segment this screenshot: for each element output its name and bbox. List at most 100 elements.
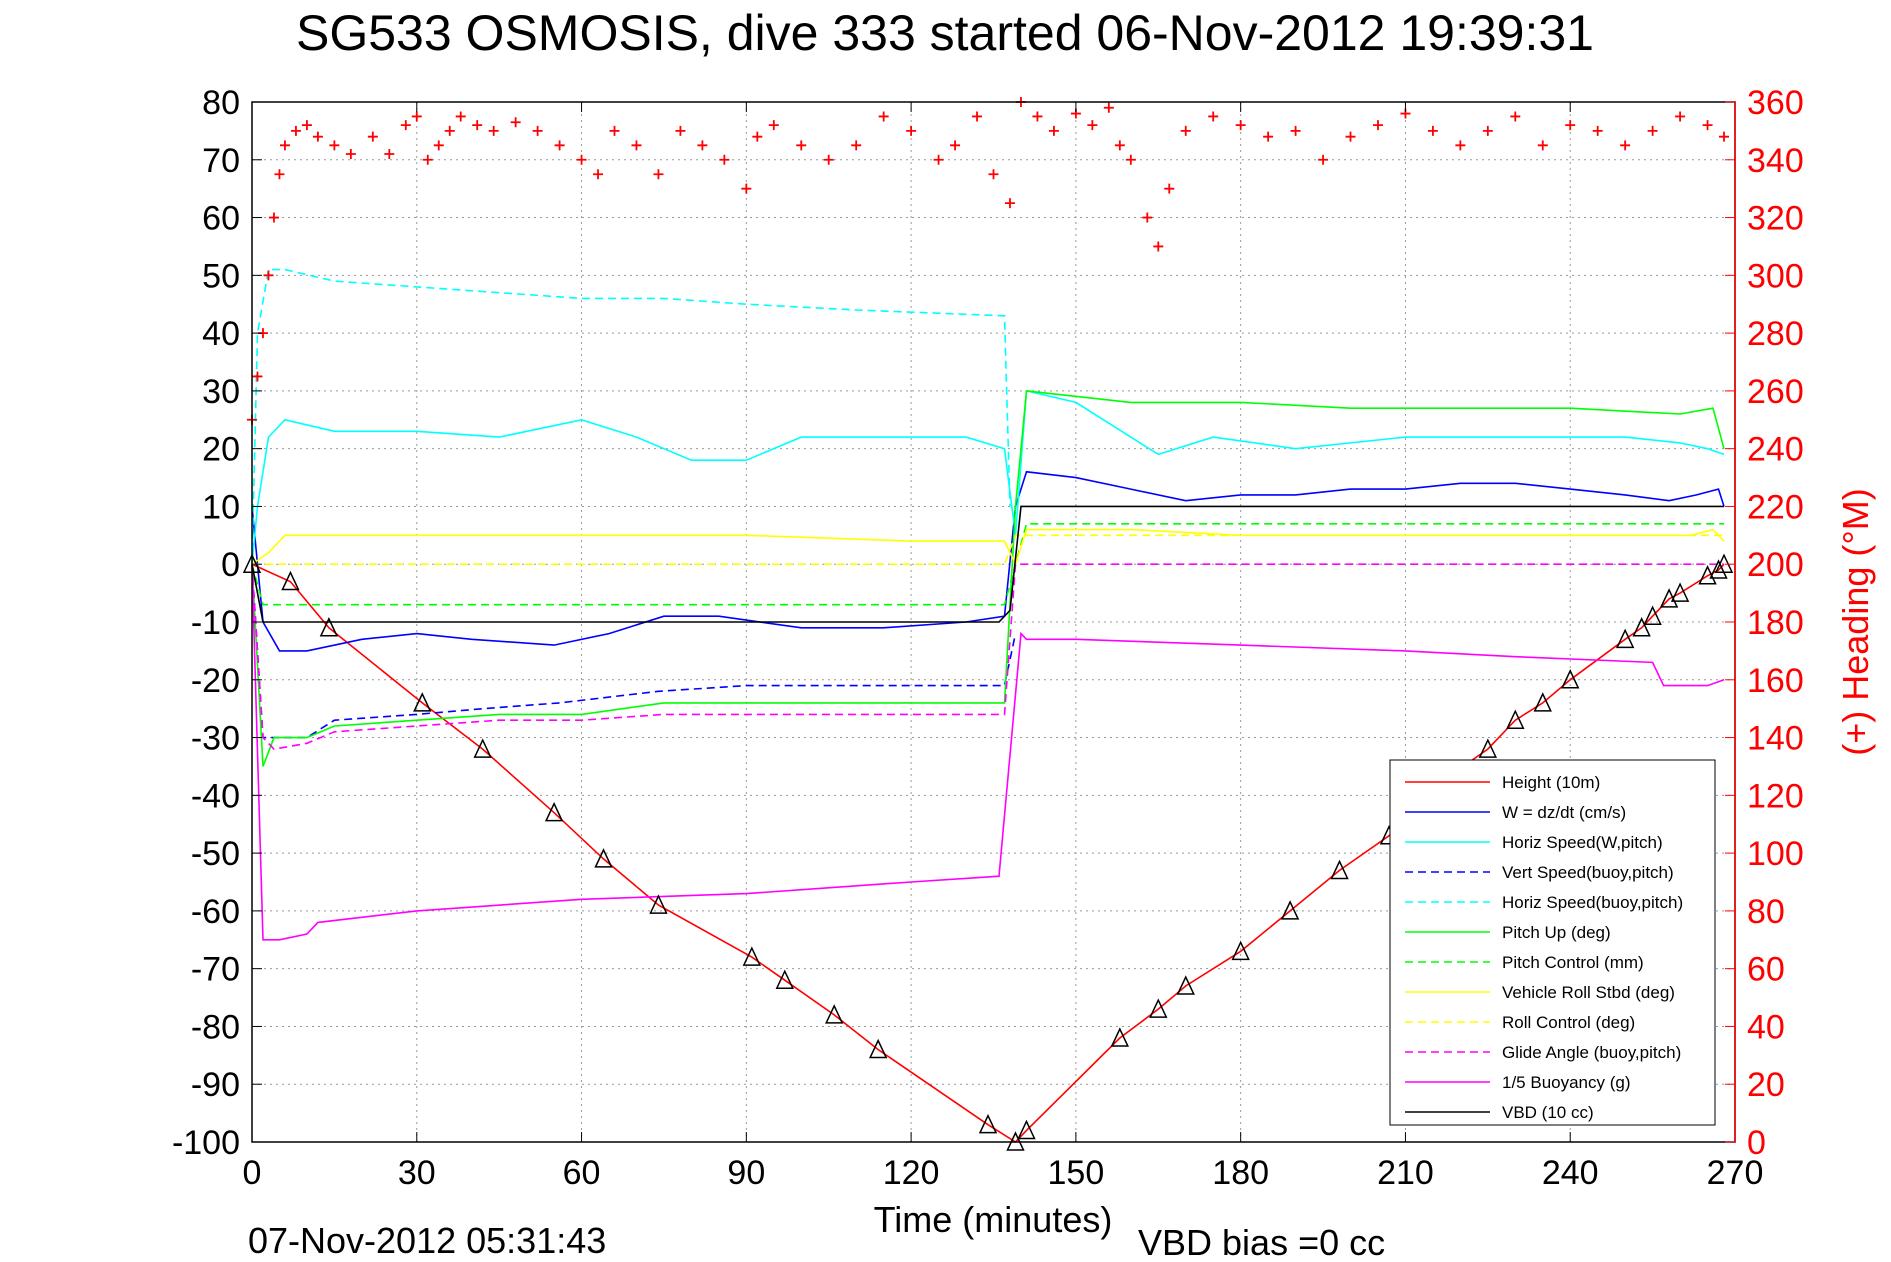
- heading-mark: [1048, 125, 1059, 136]
- y-right-tick-label: 240: [1747, 431, 1804, 469]
- legend-label-9: Glide Angle (buoy,pitch): [1502, 1043, 1681, 1062]
- y-right-tick-label: 60: [1747, 951, 1785, 989]
- heading-mark: [823, 154, 834, 165]
- height-marker: [1533, 692, 1552, 712]
- heading-mark: [268, 212, 279, 223]
- heading-mark: [878, 111, 889, 122]
- legend-label-0: Height (10m): [1502, 773, 1600, 792]
- chart-title: SG533 OSMOSIS, dive 333 started 06-Nov-2…: [296, 5, 1594, 61]
- x-tick-label: 180: [1212, 1154, 1269, 1192]
- y-right-tick-label: 140: [1747, 720, 1804, 758]
- y-right-tick-label: 320: [1747, 200, 1804, 238]
- legend: Height (10m) W = dz/dt (cm/s) Horiz Speed(…: [1389, 759, 1716, 1126]
- heading-mark: [433, 140, 444, 151]
- heading-mark: [631, 140, 642, 151]
- heading-mark: [279, 140, 290, 151]
- y-axis-right-label: (+) Heading (°M): [1835, 488, 1876, 755]
- heading-mark: [1235, 120, 1246, 131]
- height-marker: [319, 617, 339, 637]
- height-marker: [1632, 617, 1651, 637]
- height-marker: [473, 738, 492, 758]
- heading-mark: [1592, 125, 1603, 136]
- heading-mark: [274, 169, 285, 180]
- y-tick-label: -10: [191, 604, 240, 642]
- x-tick-label: 0: [243, 1154, 262, 1192]
- series-line-2: [251, 389, 1725, 565]
- heading-mark: [768, 120, 779, 131]
- legend-label-6: Pitch Control (mm): [1502, 953, 1644, 972]
- y-right-tick-label: 280: [1747, 315, 1804, 353]
- x-tick-label: 240: [1542, 1154, 1599, 1192]
- heading-mark: [252, 371, 263, 382]
- legend-box: [1389, 759, 1716, 1126]
- y-tick-label: -40: [191, 777, 240, 815]
- y-axis-right-ticks: 0 20 40 60 80 100 120 140 160 180 200 220 240 260 280 3…: [1725, 84, 1804, 1162]
- heading-mark: [345, 149, 356, 159]
- series-line-4: [251, 268, 1011, 565]
- heading-mark: [1087, 120, 1098, 131]
- heading-mark: [312, 131, 323, 142]
- heading-mark: [301, 120, 312, 131]
- x-tick-label: 120: [883, 1154, 940, 1192]
- heading-mark: [906, 125, 917, 136]
- heading-mark: [1345, 131, 1356, 142]
- x-tick-label: 30: [398, 1154, 436, 1192]
- heading-markers: [247, 97, 1730, 425]
- height-marker: [1231, 940, 1250, 961]
- heading-mark: [1702, 120, 1713, 131]
- heading-mark: [697, 140, 708, 151]
- series-line-3: [251, 564, 1017, 739]
- series-line-1: [251, 470, 1725, 652]
- y-tick-label: 70: [202, 142, 240, 180]
- y-right-tick-label: 20: [1747, 1066, 1785, 1104]
- y-right-tick-label: 220: [1747, 488, 1804, 526]
- x-tick-label: 210: [1377, 1154, 1434, 1192]
- height-marker: [1478, 738, 1498, 758]
- y-tick-label: 50: [202, 257, 240, 295]
- end-time-label: 07-Nov-2012 05:31:43: [248, 1220, 606, 1261]
- x-axis-label: Time (minutes): [874, 1199, 1113, 1240]
- heading-mark: [444, 125, 455, 136]
- series-line-10: [251, 564, 1725, 941]
- heading-mark: [851, 140, 862, 151]
- series-line-8: [252, 534, 1724, 566]
- heading-mark: [1620, 140, 1631, 151]
- heading-mark: [1263, 131, 1274, 142]
- heading-mark: [1208, 111, 1219, 122]
- legend-label-10: 1/5 Buoyancy (g): [1502, 1073, 1631, 1092]
- heading-mark: [741, 183, 752, 194]
- height-marker: [1506, 709, 1525, 729]
- heading-mark: [675, 125, 686, 136]
- heading-mark: [1482, 125, 1493, 136]
- heading-mark: [263, 270, 274, 281]
- height-marker: [1017, 1119, 1036, 1140]
- heading-mark: [653, 169, 664, 180]
- heading-mark: [719, 154, 730, 165]
- heading-mark: [1647, 125, 1658, 136]
- heading-mark: [1675, 111, 1686, 122]
- x-tick-label: 90: [727, 1154, 765, 1192]
- heading-mark: [532, 125, 543, 136]
- heading-mark: [988, 169, 999, 180]
- heading-mark: [488, 125, 499, 136]
- x-tick-label: 60: [563, 1154, 601, 1192]
- heading-mark: [1103, 102, 1114, 113]
- height-marker: [1110, 1027, 1130, 1047]
- legend-label-11: VBD (10 cc): [1502, 1103, 1594, 1122]
- y-tick-label: -60: [191, 893, 240, 931]
- heading-mark: [1372, 120, 1383, 131]
- y-tick-label: 40: [202, 315, 240, 353]
- heading-mark: [576, 154, 587, 165]
- height-marker: [1149, 998, 1168, 1018]
- legend-label-1: W = dz/dt (cm/s): [1502, 803, 1626, 822]
- heading-mark: [290, 125, 301, 136]
- y-tick-label: -50: [191, 835, 240, 873]
- legend-label-3: Vert Speed(buoy,pitch): [1502, 863, 1674, 882]
- y-axis-ticks: -100-90-80-70-60-50-40-30-20-10010203040…: [172, 84, 262, 1162]
- y-right-tick-label: 180: [1747, 604, 1804, 642]
- height-marker: [1615, 628, 1635, 649]
- height-marker: [1280, 900, 1300, 920]
- heading-mark: [796, 140, 807, 151]
- series-line-6: [251, 522, 1724, 606]
